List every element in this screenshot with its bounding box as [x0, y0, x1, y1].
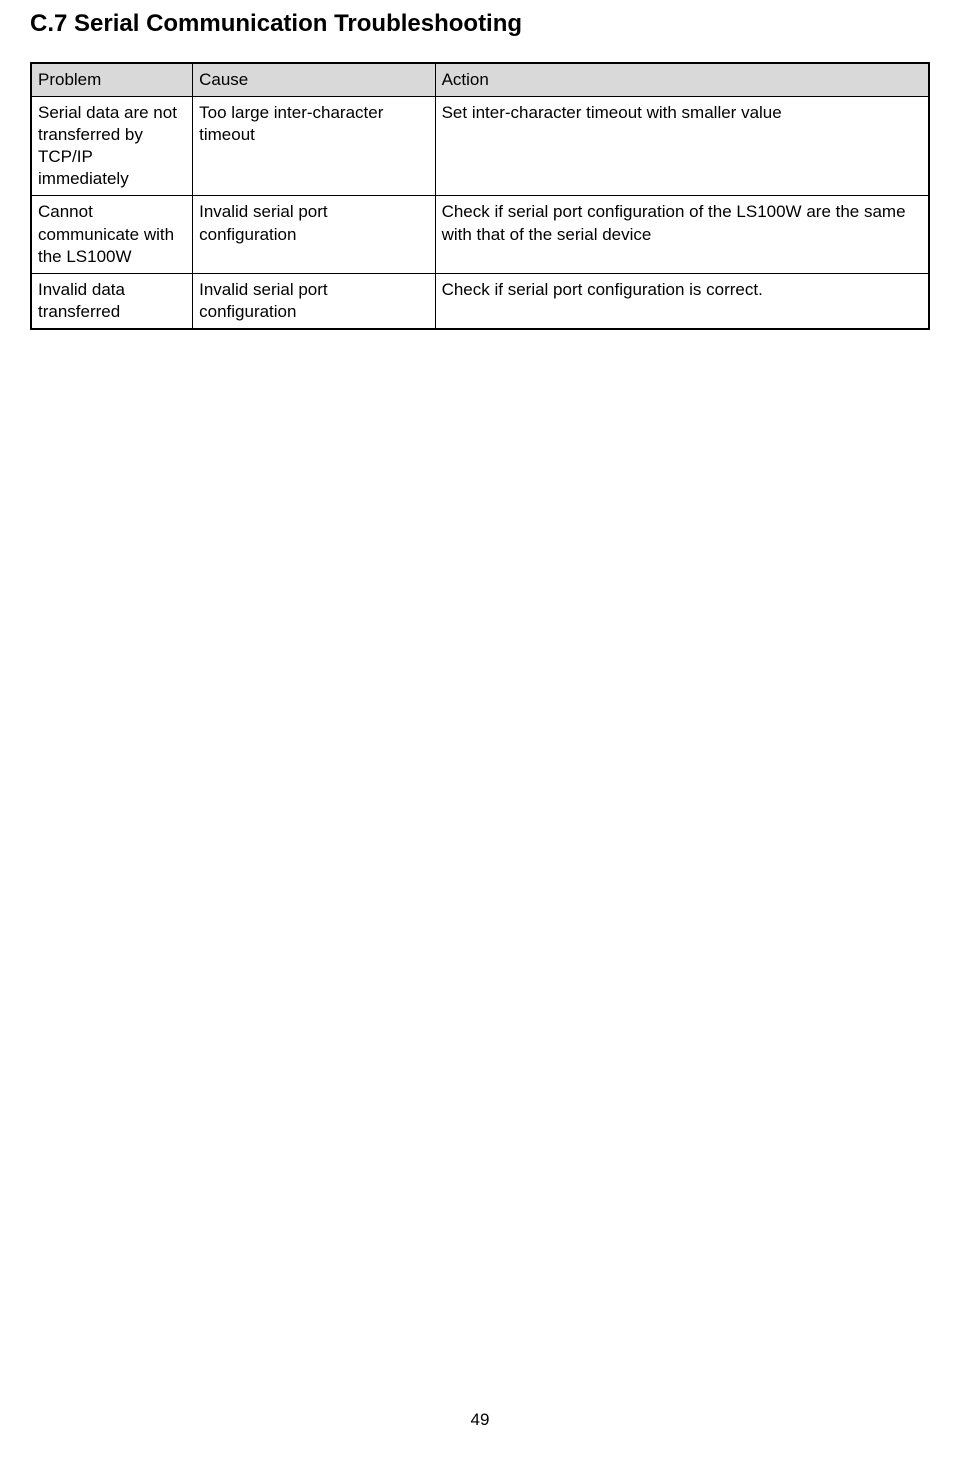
cell-action: Set inter-character timeout with smaller… [435, 97, 929, 196]
table-row: Serial data are not transferred by TCP/I… [31, 97, 929, 196]
troubleshooting-table: Problem Cause Action Serial data are not… [30, 62, 930, 330]
column-header-action: Action [435, 63, 929, 97]
cell-action: Check if serial port configuration is co… [435, 273, 929, 329]
cell-problem: Invalid data transferred [31, 273, 193, 329]
page-number: 49 [0, 1410, 960, 1430]
cell-problem: Cannot communicate with the LS100W [31, 196, 193, 273]
column-header-problem: Problem [31, 63, 193, 97]
cell-cause: Invalid serial port configuration [193, 196, 435, 273]
column-header-cause: Cause [193, 63, 435, 97]
table-header-row: Problem Cause Action [31, 63, 929, 97]
table-row: Invalid data transferred Invalid serial … [31, 273, 929, 329]
cell-action: Check if serial port configuration of th… [435, 196, 929, 273]
cell-cause: Too large inter-character timeout [193, 97, 435, 196]
cell-cause: Invalid serial port configuration [193, 273, 435, 329]
table-row: Cannot communicate with the LS100W Inval… [31, 196, 929, 273]
section-heading: C.7 Serial Communication Troubleshooting [30, 10, 930, 38]
cell-problem: Serial data are not transferred by TCP/I… [31, 97, 193, 196]
